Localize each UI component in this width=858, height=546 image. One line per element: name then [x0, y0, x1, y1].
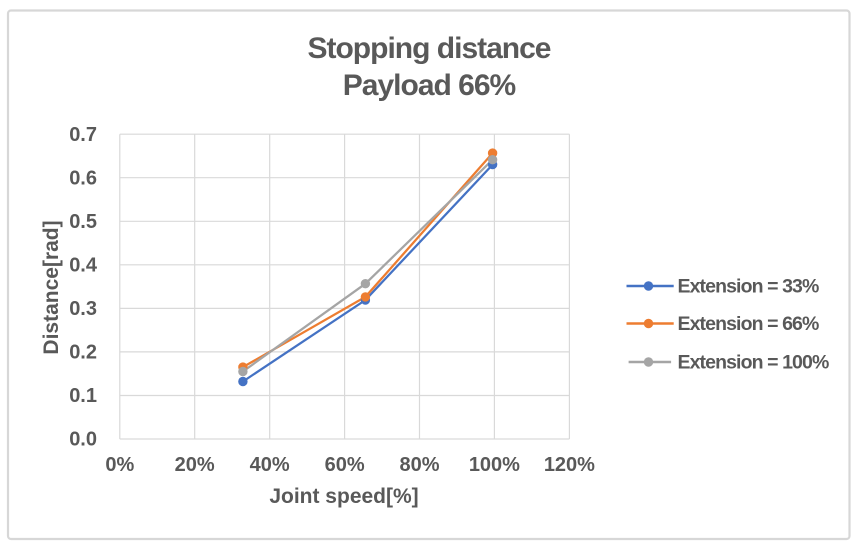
svg-text:Joint speed[%]: Joint speed[%] — [269, 485, 418, 508]
svg-text:100%: 100% — [469, 454, 520, 476]
svg-text:Payload 66%: Payload 66% — [343, 69, 516, 102]
svg-text:Extension = 100%: Extension = 100% — [678, 352, 829, 374]
svg-text:Extension = 33%: Extension = 33% — [678, 276, 819, 298]
svg-text:0.7: 0.7 — [69, 124, 97, 146]
svg-text:0.2: 0.2 — [69, 342, 97, 364]
svg-text:0.4: 0.4 — [69, 255, 98, 277]
svg-text:80%: 80% — [399, 454, 439, 476]
svg-text:60%: 60% — [325, 454, 365, 476]
svg-text:0.5: 0.5 — [69, 211, 97, 233]
svg-text:0.6: 0.6 — [69, 168, 97, 190]
svg-text:0.3: 0.3 — [69, 298, 97, 320]
svg-text:0%: 0% — [105, 454, 134, 476]
svg-text:Extension = 66%: Extension = 66% — [678, 313, 819, 335]
svg-text:0.0: 0.0 — [69, 429, 97, 451]
svg-text:0.1: 0.1 — [69, 385, 97, 407]
svg-text:Distance[rad]: Distance[rad] — [40, 220, 63, 354]
svg-text:Stopping distance: Stopping distance — [307, 32, 550, 65]
svg-text:20%: 20% — [175, 454, 215, 476]
svg-text:120%: 120% — [544, 454, 595, 476]
svg-text:40%: 40% — [250, 454, 290, 476]
